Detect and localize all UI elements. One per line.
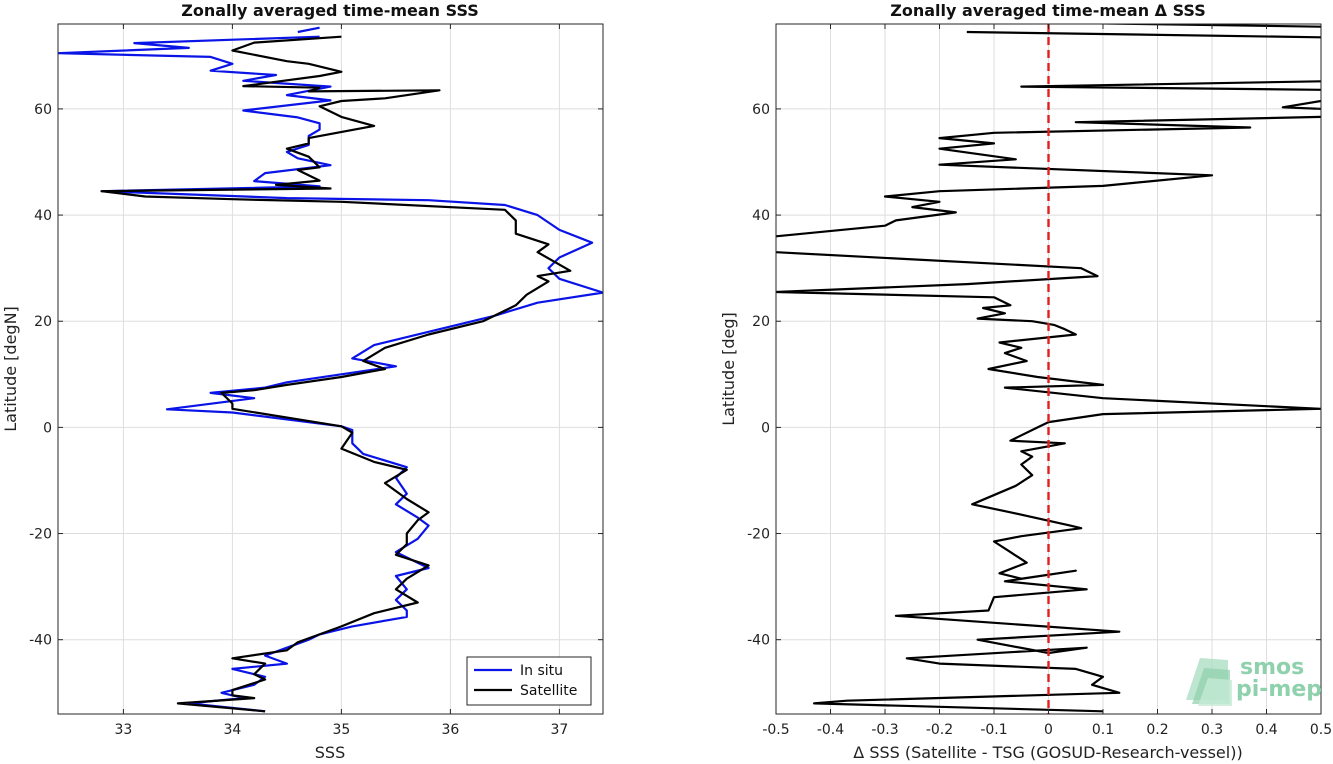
series-group-right (776, 24, 1321, 713)
chart-title-left: Zonally averaged time-mean SSS (181, 1, 479, 20)
y-tick-label: 60 (34, 102, 52, 118)
series-line-satellite (100, 35, 572, 713)
y-ticks-right: -40 -20 0 20 40 60 (747, 102, 1321, 649)
y-tick-label: 20 (752, 314, 770, 330)
y-tick-label: -20 (747, 527, 770, 543)
axes-box-left (57, 23, 604, 715)
y-tick-label: -40 (747, 633, 770, 649)
x-tick-label: 0.5 (1310, 722, 1332, 738)
series-line-in-situ (58, 26, 603, 713)
y-tick-label: 60 (752, 102, 770, 118)
series-group-left (58, 26, 603, 713)
plot-area-left (58, 24, 603, 714)
x-tick-label: -0.2 (926, 722, 953, 738)
x-tick-label: -0.3 (871, 722, 898, 738)
logo-line-1: smos (1240, 655, 1304, 680)
x-axis-label-left: SSS (315, 743, 345, 762)
smos-pi-mep-logo: smos pi-mep (1186, 655, 1322, 706)
y-tick-label: 40 (752, 208, 770, 224)
x-tick-label: 0.2 (1146, 722, 1168, 738)
legend-box (466, 656, 592, 706)
left-panel: 33 34 35 36 37 -40 -20 0 20 40 60 Zonally average… (1, 1, 604, 762)
x-tick-label: 0.4 (1255, 722, 1277, 738)
legend: In situ Satellite (466, 656, 592, 706)
x-tick-label: 35 (332, 722, 350, 738)
x-tick-label: -0.5 (762, 722, 789, 738)
right-panel: -0.5 -0.4 -0.3 -0.2 -0.1 0 0.1 0.2 0.3 0.4 0.5 -40… (719, 1, 1332, 762)
legend-label-in-situ: In situ (520, 663, 563, 679)
y-tick-label: 0 (761, 420, 770, 436)
x-tick-label: 0.1 (1092, 722, 1114, 738)
logo-waves-icon (1186, 658, 1232, 706)
y-tick-label: 20 (34, 314, 52, 330)
y-tick-label: 0 (43, 420, 52, 436)
y-axis-label-right: Latitude [deg] (719, 312, 738, 426)
series-line-delta-sss (776, 24, 1321, 713)
y-axis-label-left: Latitude [degN] (1, 306, 20, 432)
grid-left (58, 24, 603, 714)
logo-line-2: pi-mep (1236, 677, 1322, 702)
x-ticks-left: 33 34 35 36 37 (114, 24, 568, 738)
legend-label-satellite: Satellite (520, 683, 577, 699)
x-tick-label: -0.1 (980, 722, 1007, 738)
chart-title-right: Zonally averaged time-mean Δ SSS (890, 1, 1206, 20)
x-tick-label: 0.3 (1201, 722, 1223, 738)
y-tick-label: -40 (29, 633, 52, 649)
x-ticks-right: -0.5 -0.4 -0.3 -0.2 -0.1 0 0.1 0.2 0.3 0.4 0.5 (762, 24, 1332, 738)
x-tick-label: -0.4 (817, 722, 844, 738)
x-tick-label: 0 (1044, 722, 1053, 738)
x-tick-label: 36 (441, 722, 459, 738)
x-axis-label-right: Δ SSS (Satellite - TSG (GOSUD-Research-v… (853, 743, 1242, 762)
y-tick-label: -20 (29, 527, 52, 543)
x-tick-label: 37 (550, 722, 568, 738)
y-tick-label: 40 (34, 208, 52, 224)
y-ticks-left: -40 -20 0 20 40 60 (29, 102, 603, 649)
x-tick-label: 33 (114, 722, 132, 738)
x-tick-label: 34 (223, 722, 241, 738)
